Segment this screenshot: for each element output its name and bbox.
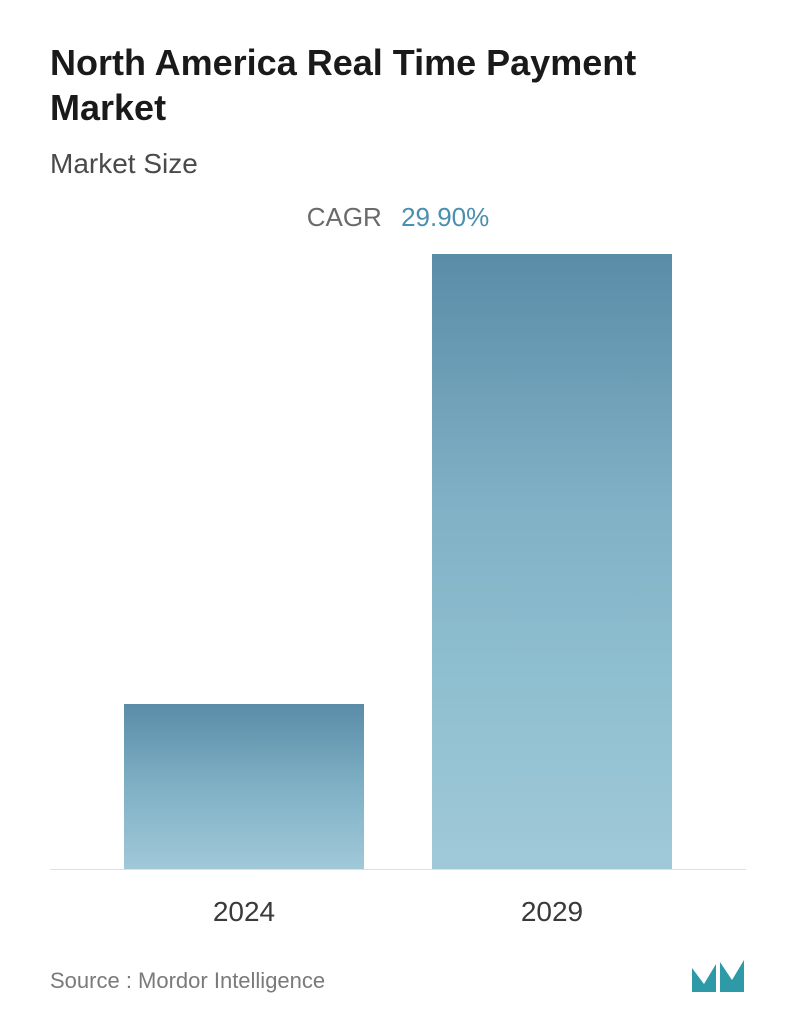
x-axis-labels: 2024 2029 [50, 878, 746, 958]
x-label-0: 2024 [124, 896, 364, 928]
chart-title: North America Real Time Payment Market [50, 40, 746, 130]
cagr-value: 29.90% [401, 202, 489, 232]
bar-wrap-1 [432, 254, 672, 869]
chart-plot-area [50, 243, 746, 870]
chart-container: North America Real Time Payment Market M… [0, 0, 796, 1034]
bar-2024 [124, 704, 364, 869]
cagr-label: CAGR [307, 202, 382, 232]
x-label-1: 2029 [432, 896, 672, 928]
cagr-row: CAGR 29.90% [50, 202, 746, 233]
bar-2029 [432, 254, 672, 869]
brand-logo-icon [690, 958, 746, 994]
bar-wrap-0 [124, 704, 364, 869]
chart-footer: Source : Mordor Intelligence [50, 958, 746, 1004]
source-text: Source : Mordor Intelligence [50, 968, 325, 994]
chart-subtitle: Market Size [50, 148, 746, 180]
